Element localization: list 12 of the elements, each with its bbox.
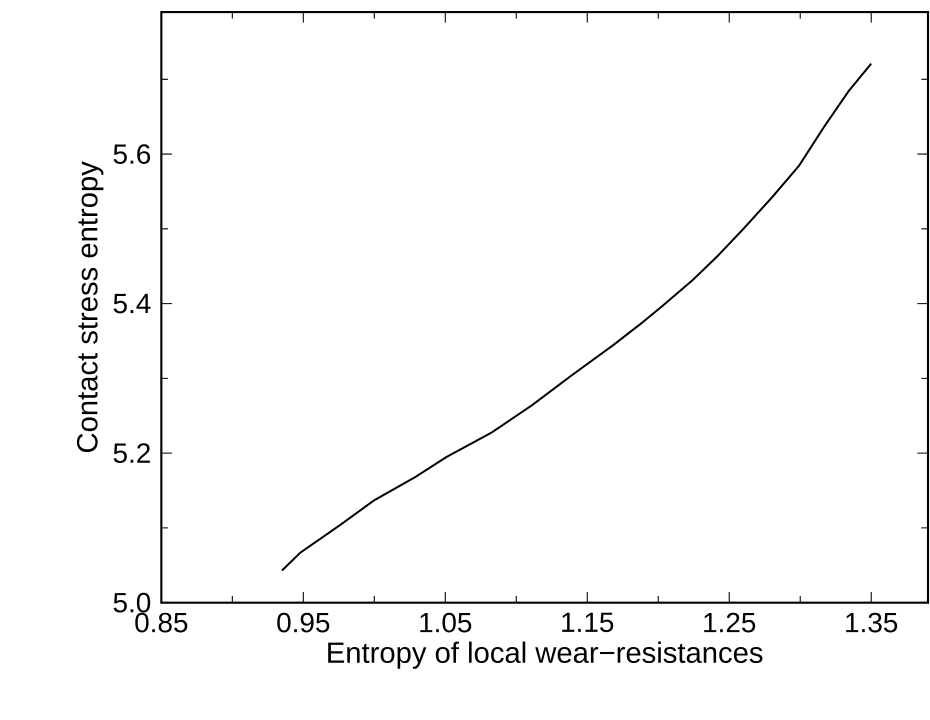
y-tick-label: 5.4 [114,294,150,314]
x-tick-label: 0.95 [277,612,330,632]
y-tick-label: 5.0 [114,592,150,613]
x-tick-label: 0.85 [135,612,188,632]
x-tick-label: 1.35 [846,612,898,632]
y-axis-title: Contact stress entropy [76,161,104,452]
x-tick-label: 1.05 [420,612,472,632]
x-tick-label: 1.15 [562,612,614,632]
y-tick-label: 5.6 [114,144,150,164]
x-axis-title: Entropy of local wear−resistances [328,642,762,669]
y-tick-label: 5.2 [114,443,150,464]
x-tick-label: 1.25 [704,612,756,632]
